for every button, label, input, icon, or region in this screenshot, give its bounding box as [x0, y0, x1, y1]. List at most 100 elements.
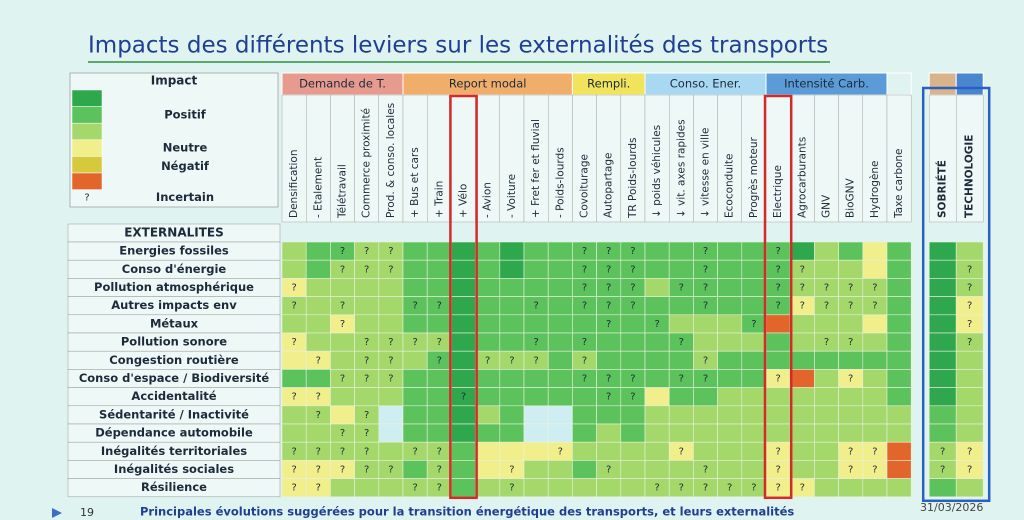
- impact-cell: [862, 350, 888, 370]
- impact-cell: [693, 441, 718, 461]
- lever-header-cell: [499, 94, 525, 223]
- uncertain-mark: ?: [582, 264, 587, 275]
- uncertain-mark: ?: [412, 483, 417, 494]
- uncertain-mark: ?: [364, 446, 369, 457]
- uncertain-mark: ?: [582, 283, 587, 294]
- impact-cell: [378, 314, 404, 334]
- impact-cell: [354, 296, 380, 316]
- uncertain-mark: ?: [703, 483, 708, 494]
- impact-cell: [862, 405, 888, 425]
- impact-cell: [305, 278, 331, 297]
- impact-cell: [330, 278, 355, 297]
- impact-cell: [475, 441, 501, 461]
- uncertain-mark: ?: [630, 374, 635, 385]
- impact-cell: [547, 332, 573, 352]
- uncertain-mark: ?: [364, 337, 369, 348]
- lever-header-cell: [548, 94, 573, 223]
- uncertain-mark: ?: [606, 374, 611, 385]
- group-header: [928, 72, 957, 96]
- uncertain-mark: ?: [606, 246, 611, 257]
- impact-cell: [572, 423, 597, 443]
- impact-cell: [596, 441, 622, 461]
- lever-header-cell: [330, 94, 355, 223]
- impact-cell: [814, 405, 839, 425]
- footer-caption: Principales évolutions suggérées pour la…: [140, 505, 794, 519]
- impact-cell: [862, 369, 888, 388]
- legend-uncertain-symbol: ?: [84, 193, 89, 204]
- lever-header-cell: [427, 94, 452, 223]
- impact-cell: [789, 332, 815, 352]
- impact-cell: [644, 332, 670, 352]
- legend-uncertain-label: Incertain: [156, 190, 214, 204]
- lever-label: Progrès moteur: [748, 136, 760, 218]
- impact-cell: [620, 441, 646, 461]
- impact-cell: [644, 350, 670, 370]
- impact-cell: [789, 241, 815, 261]
- impact-cell: [281, 423, 307, 443]
- impact-cell: [741, 460, 767, 479]
- row-header: EXTERNALITES: [124, 226, 224, 240]
- impact-cell: [572, 460, 597, 479]
- lever-label: Télétravail: [337, 164, 349, 219]
- impact-cell: [596, 478, 622, 498]
- uncertain-mark: ?: [630, 246, 635, 257]
- impact-cell: [886, 278, 912, 297]
- uncertain-mark: ?: [388, 374, 393, 385]
- lever-label: Autopartage: [603, 153, 615, 218]
- uncertain-mark: ?: [848, 446, 853, 457]
- impact-cell: [523, 423, 549, 443]
- impact-cell: [789, 369, 815, 388]
- uncertain-mark: ?: [727, 483, 732, 494]
- impact-cell: [862, 314, 888, 334]
- uncertain-mark: ?: [967, 446, 972, 457]
- uncertain-mark: ?: [848, 374, 853, 385]
- uncertain-mark: ?: [848, 465, 853, 476]
- impact-cell: [886, 441, 912, 461]
- uncertain-mark: ?: [461, 392, 466, 403]
- row-label: Congestion routière: [109, 353, 239, 367]
- legend-swatch: [71, 106, 103, 124]
- impact-cell: [547, 296, 573, 316]
- impact-cell: [717, 387, 743, 407]
- impact-cell: [451, 478, 476, 498]
- impact-cell: [886, 369, 912, 388]
- uncertain-mark: ?: [703, 465, 708, 476]
- uncertain-mark: ?: [872, 283, 877, 294]
- uncertain-mark: ?: [872, 301, 877, 312]
- legend-label: Neutre: [163, 141, 208, 155]
- impact-cell: [862, 423, 888, 443]
- uncertain-mark: ?: [679, 337, 684, 348]
- uncertain-mark: ?: [582, 374, 587, 385]
- impact-cell: [814, 460, 839, 479]
- uncertain-mark: ?: [775, 246, 780, 257]
- impact-cell: [741, 259, 767, 279]
- impact-cell: [928, 259, 957, 279]
- impact-cell: [475, 478, 501, 498]
- uncertain-mark: ?: [316, 465, 321, 476]
- impact-cell: [475, 369, 501, 388]
- lever-label: - Voiture: [506, 174, 518, 218]
- impact-cell: [862, 241, 888, 261]
- row-label: Inégalités sociales: [114, 462, 234, 476]
- impact-cell: [305, 259, 331, 279]
- impact-cell: [547, 478, 573, 498]
- lever-label: BioGNV: [845, 177, 857, 218]
- impact-cell: [862, 259, 888, 279]
- lever-header-cell: [281, 94, 307, 223]
- impact-cell: [330, 350, 355, 370]
- impact-cell: [862, 478, 888, 498]
- uncertain-mark: ?: [872, 465, 877, 476]
- impact-cell: [281, 350, 307, 370]
- impact-cell: [717, 369, 743, 388]
- uncertain-mark: ?: [437, 483, 442, 494]
- uncertain-mark: ?: [340, 428, 345, 439]
- uncertain-mark: ?: [824, 283, 829, 294]
- row-label: Résilience: [141, 480, 207, 494]
- footer-date: 31/03/2026: [920, 501, 983, 514]
- impact-cell: [886, 350, 912, 370]
- uncertain-mark: ?: [291, 465, 296, 476]
- uncertain-mark: ?: [291, 392, 296, 403]
- uncertain-mark: ?: [316, 410, 321, 421]
- impact-cell: [475, 259, 501, 279]
- uncertain-mark: ?: [654, 319, 659, 330]
